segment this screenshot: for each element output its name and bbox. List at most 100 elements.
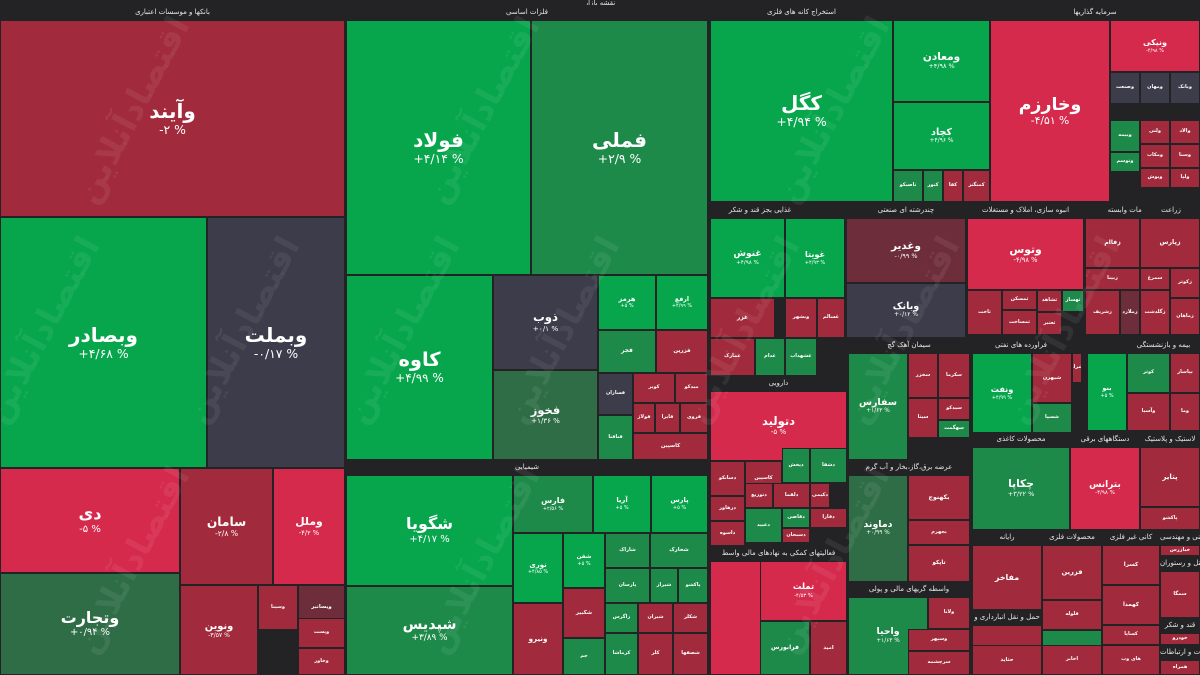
stock-tile[interactable]: غزر [710, 298, 775, 338]
stock-tile[interactable]: کاوه +۴/۹۹ % [346, 275, 493, 460]
stock-tile[interactable]: ولتی [1140, 120, 1170, 144]
stock-tile[interactable]: دفارا [810, 508, 847, 528]
stock-tile[interactable]: کساپا [1102, 625, 1160, 645]
stock-tile[interactable]: شگویا +۴/۱۷ % [346, 475, 513, 586]
stock-tile[interactable]: چکاپا +۳/۲۲ % [972, 447, 1070, 530]
stock-tile[interactable]: فخوز +۱/۳۶ % [493, 370, 598, 460]
stock-tile[interactable]: ومعادن +۴/۹۸ % [893, 20, 990, 102]
stock-tile[interactable]: پارس +۵ % [651, 475, 708, 533]
stock-tile[interactable]: سکرما [938, 353, 970, 398]
stock-tile[interactable]: کهمدا [1102, 585, 1160, 625]
stock-tile[interactable]: ونیکی -۴/۹۸ % [1110, 20, 1200, 72]
stock-tile[interactable]: شخارک [650, 533, 708, 568]
stock-tile[interactable]: کچاد +۴/۹۶ % [893, 102, 990, 170]
stock-tile[interactable]: دلقما [773, 483, 810, 508]
stock-tile[interactable]: شبهرن [1032, 353, 1072, 403]
stock-tile[interactable]: زکوثر [1170, 268, 1200, 298]
stock-tile[interactable]: داسوه [710, 521, 745, 546]
stock-tile[interactable]: شصفها [673, 633, 708, 675]
stock-tile[interactable]: وپست [298, 618, 345, 648]
stock-tile[interactable]: تملت -۴/۵۳ % [760, 561, 847, 621]
stock-tile[interactable]: وسنا [1170, 144, 1200, 168]
stock-tile[interactable]: کمنگنز [963, 170, 990, 202]
stock-tile[interactable]: میدکو [675, 373, 708, 403]
stock-tile[interactable]: ونیرو [513, 603, 563, 675]
stock-tile[interactable]: سمگا [1160, 571, 1200, 618]
stock-tile[interactable]: کنور [923, 170, 943, 202]
stock-tile[interactable]: وبصادر +۴/۶۸ % [0, 217, 207, 468]
stock-tile[interactable]: وصنعت [1110, 72, 1140, 104]
stock-tile[interactable]: سهگمت [938, 420, 970, 438]
stock-tile[interactable]: وتوسم [1110, 152, 1140, 172]
stock-tile[interactable]: تاپکو [908, 545, 970, 582]
stock-tile[interactable]: تاصیکو [893, 170, 923, 202]
stock-tile[interactable]: دی -۵ % [0, 468, 180, 573]
stock-tile[interactable]: شیراز [650, 568, 678, 603]
stock-tile[interactable]: غدام [755, 338, 785, 376]
stock-tile[interactable]: وبیمه [1110, 120, 1140, 152]
stock-tile[interactable]: زملارد [1120, 290, 1140, 335]
stock-tile[interactable]: دسبحان [782, 528, 810, 543]
stock-tile[interactable]: فزرین [1042, 545, 1102, 600]
stock-tile[interactable]: فولاژ [633, 403, 655, 433]
stock-tile[interactable]: خبازرس [1160, 545, 1200, 556]
stock-tile[interactable]: ومکاب [1140, 144, 1170, 168]
stock-tile[interactable]: فجر [598, 330, 656, 373]
stock-tile[interactable]: فروی [680, 403, 708, 433]
stock-tile[interactable]: وبملت -۰/۱۷ % [207, 217, 345, 468]
stock-tile[interactable]: درهاور [710, 496, 745, 521]
stock-tile[interactable]: پارسان [605, 568, 650, 603]
stock-tile[interactable]: کگل +۴/۹۴ % [710, 20, 893, 202]
stock-tile[interactable]: ولانا [928, 597, 970, 629]
stock-tile[interactable]: دعبید [745, 508, 782, 543]
stock-tile[interactable]: سامان -۲/۸ % [180, 468, 273, 585]
stock-tile[interactable]: زماهان [1170, 298, 1200, 335]
stock-tile[interactable]: پاکشو [1140, 507, 1200, 530]
stock-tile[interactable]: هرمز +۵ % [598, 275, 656, 330]
stock-tile[interactable]: غمارک [710, 338, 755, 376]
stock-tile[interactable]: ولپا [1170, 168, 1200, 188]
stock-tile[interactable]: مفاخر [972, 545, 1042, 610]
stock-tile[interactable]: غنوش +۴/۹۸ % [710, 218, 785, 298]
stock-tile[interactable]: وما [1170, 393, 1200, 431]
stock-tile[interactable]: زفاام [1085, 218, 1140, 268]
stock-tile[interactable]: زگلدشت [1140, 290, 1170, 335]
stock-tile[interactable]: دشفا [810, 448, 847, 483]
stock-tile[interactable]: سیدکو [938, 398, 970, 420]
stock-tile[interactable]: زاگرس [605, 603, 638, 633]
stock-tile[interactable]: فملی +۲/۹ % [531, 20, 708, 275]
stock-tile[interactable]: ونفت +۴/۹۹ % [972, 353, 1032, 433]
stock-tile[interactable]: فولاد +۴/۱۴ % [346, 20, 531, 275]
stock-tile[interactable]: وتجارت +۰/۹۴ % [0, 573, 180, 675]
stock-tile[interactable]: خودرو [1160, 633, 1200, 645]
stock-tile[interactable]: وآیند -۲ % [0, 20, 345, 217]
stock-tile[interactable]: فرابورس [760, 621, 810, 675]
stock-tile[interactable]: ثمساخت [1002, 310, 1037, 335]
stock-tile[interactable]: بترانس -۴/۹۸ % [1070, 447, 1140, 530]
stock-tile[interactable]: دپخش [782, 448, 810, 483]
stock-tile[interactable]: دتوزیع [745, 483, 773, 508]
stock-tile[interactable]: شاراک [605, 533, 650, 568]
stock-tile[interactable]: ثشاهد [1037, 290, 1062, 312]
stock-tile[interactable]: وسپهر [908, 629, 970, 651]
stock-tile[interactable]: امید [810, 621, 847, 675]
stock-tile[interactable]: وبشهر [785, 298, 817, 338]
stock-tile[interactable]: فایرا [655, 403, 680, 433]
stock-tile[interactable]: کرماشا [605, 633, 638, 675]
stock-tile[interactable]: والاد [1170, 120, 1200, 144]
stock-tile[interactable]: شفن +۵ % [563, 533, 605, 588]
stock-tile[interactable]: ومهان [1140, 72, 1170, 104]
stock-tile[interactable]: فارس +۲/۵۶ % [513, 475, 593, 533]
stock-tile[interactable]: سرچشمه [908, 651, 970, 675]
stock-tile[interactable]: دقاضی [782, 508, 810, 528]
stock-tile[interactable]: ونوین -۳/۵۷ % [180, 585, 258, 675]
stock-tile[interactable]: های وب [1102, 645, 1160, 675]
stock-tile[interactable]: بکهنوج [908, 475, 970, 520]
stock-tile[interactable]: سخزر [908, 353, 938, 398]
stock-tile[interactable]: کسرا [1102, 545, 1160, 585]
stock-tile[interactable]: کلر [638, 633, 673, 675]
stock-tile[interactable]: فنافتا [598, 415, 633, 460]
stock-tile[interactable]: جم [563, 638, 605, 675]
stock-tile[interactable]: شسپا [1032, 403, 1072, 433]
stock-tile[interactable]: شکلر [673, 603, 708, 633]
